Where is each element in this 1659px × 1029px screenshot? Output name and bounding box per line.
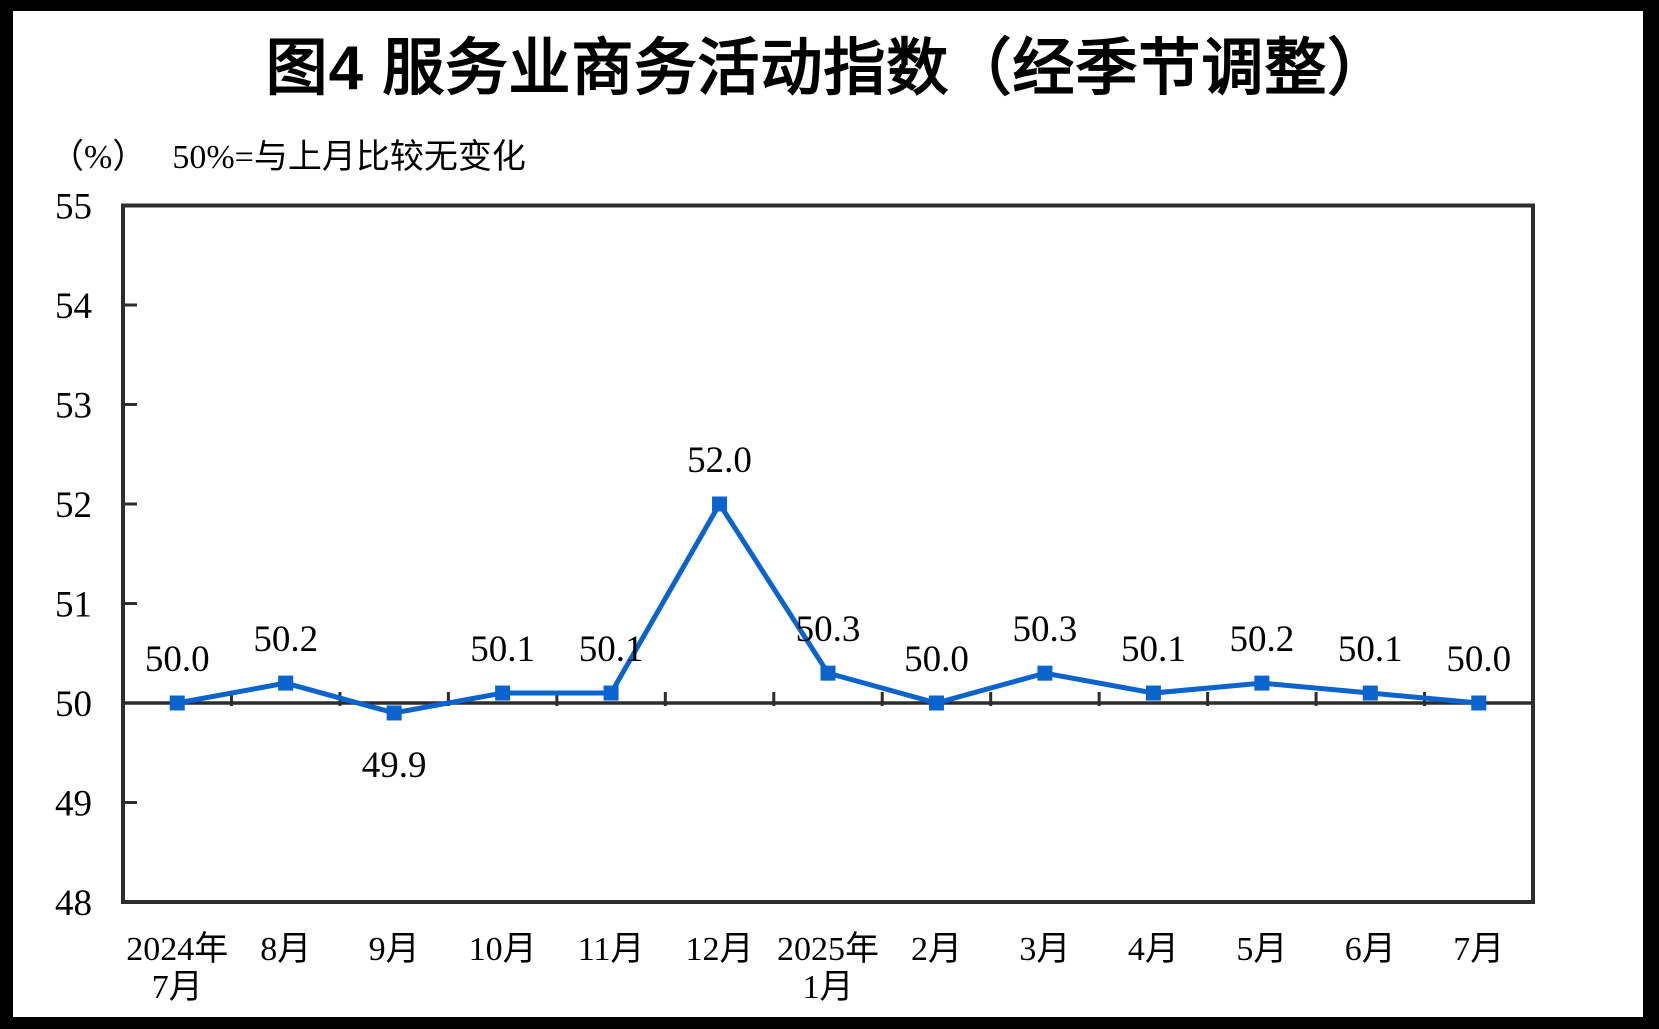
y-axis-tick-label: 52 (55, 485, 92, 526)
chart-page: 图4 服务业商务活动指数（经季节调整） （%） 50%=与上月比较无变化 48 49… (13, 11, 1643, 1017)
x-axis-category-label: 8月 (260, 931, 311, 968)
x-axis-category-label: 10月 (469, 931, 537, 968)
data-point-label: 50.1 (470, 629, 535, 670)
data-point-label: 50.2 (253, 619, 318, 660)
x-axis-category-label-line2: 7月 (152, 969, 203, 1006)
data-point-label: 50.3 (1013, 609, 1078, 650)
data-point-label: 50.1 (579, 629, 644, 670)
x-axis-category-label: 2024年 (126, 930, 228, 968)
x-axis-category-label: 5月 (1236, 931, 1287, 968)
data-point-label: 52.0 (687, 440, 752, 481)
baseline-note: 50%=与上月比较无变化 (172, 139, 526, 176)
chart-title: 图4 服务业商务活动指数（经季节调整） (265, 34, 1391, 103)
y-axis-tick-label: 55 (55, 187, 92, 228)
x-axis-category-label: 12月 (686, 931, 754, 968)
data-point-marker (820, 665, 836, 681)
data-point-marker (1037, 665, 1053, 681)
x-axis-category-label: 11月 (578, 931, 645, 968)
y-axis-tick-label: 50 (55, 684, 92, 725)
data-point-marker (712, 496, 728, 512)
data-point-marker (1254, 675, 1270, 691)
x-axis-category-label: 3月 (1019, 931, 1070, 968)
data-point-marker (928, 695, 944, 711)
data-point-label: 50.3 (796, 609, 861, 650)
data-point-marker (386, 705, 402, 721)
x-axis-category-label: 7月 (1453, 931, 1504, 968)
x-axis-category-label: 2025年 (777, 930, 879, 968)
y-axis-tick-label: 51 (55, 585, 92, 626)
data-point-marker (1471, 695, 1487, 711)
y-axis-tick-label: 48 (55, 883, 92, 924)
axis-unit-note: （%） 50%=与上月比较无变化 (50, 136, 526, 180)
x-axis-category-label: 6月 (1345, 931, 1396, 968)
data-point-marker (1362, 685, 1378, 701)
data-point-label: 50.1 (1121, 629, 1186, 670)
data-point-label: 50.0 (1446, 639, 1511, 680)
data-point-label: 50.0 (145, 639, 210, 680)
y-axis-tick-label: 53 (55, 386, 92, 427)
plot-frame (121, 203, 1535, 904)
y-axis-tick-label: 49 (55, 784, 92, 825)
y-axis-tick-label: 54 (55, 286, 92, 327)
data-point-label: 50.1 (1338, 629, 1403, 670)
data-point-label: 50.2 (1229, 619, 1294, 660)
x-axis-category-label-line2: 1月 (803, 969, 854, 1006)
data-point-marker (1145, 685, 1161, 701)
x-axis-category-label: 2月 (911, 931, 962, 968)
x-axis-category-label: 9月 (369, 931, 420, 968)
data-point-marker (495, 685, 511, 701)
data-point-marker (603, 685, 619, 701)
x-axis-category-label: 4月 (1128, 931, 1179, 968)
y-axis-unit-label: （%） (50, 139, 147, 176)
data-point-marker (169, 695, 185, 711)
data-point-label: 50.0 (904, 639, 969, 680)
data-point-label: 49.9 (362, 745, 427, 786)
data-point-marker (278, 675, 294, 691)
